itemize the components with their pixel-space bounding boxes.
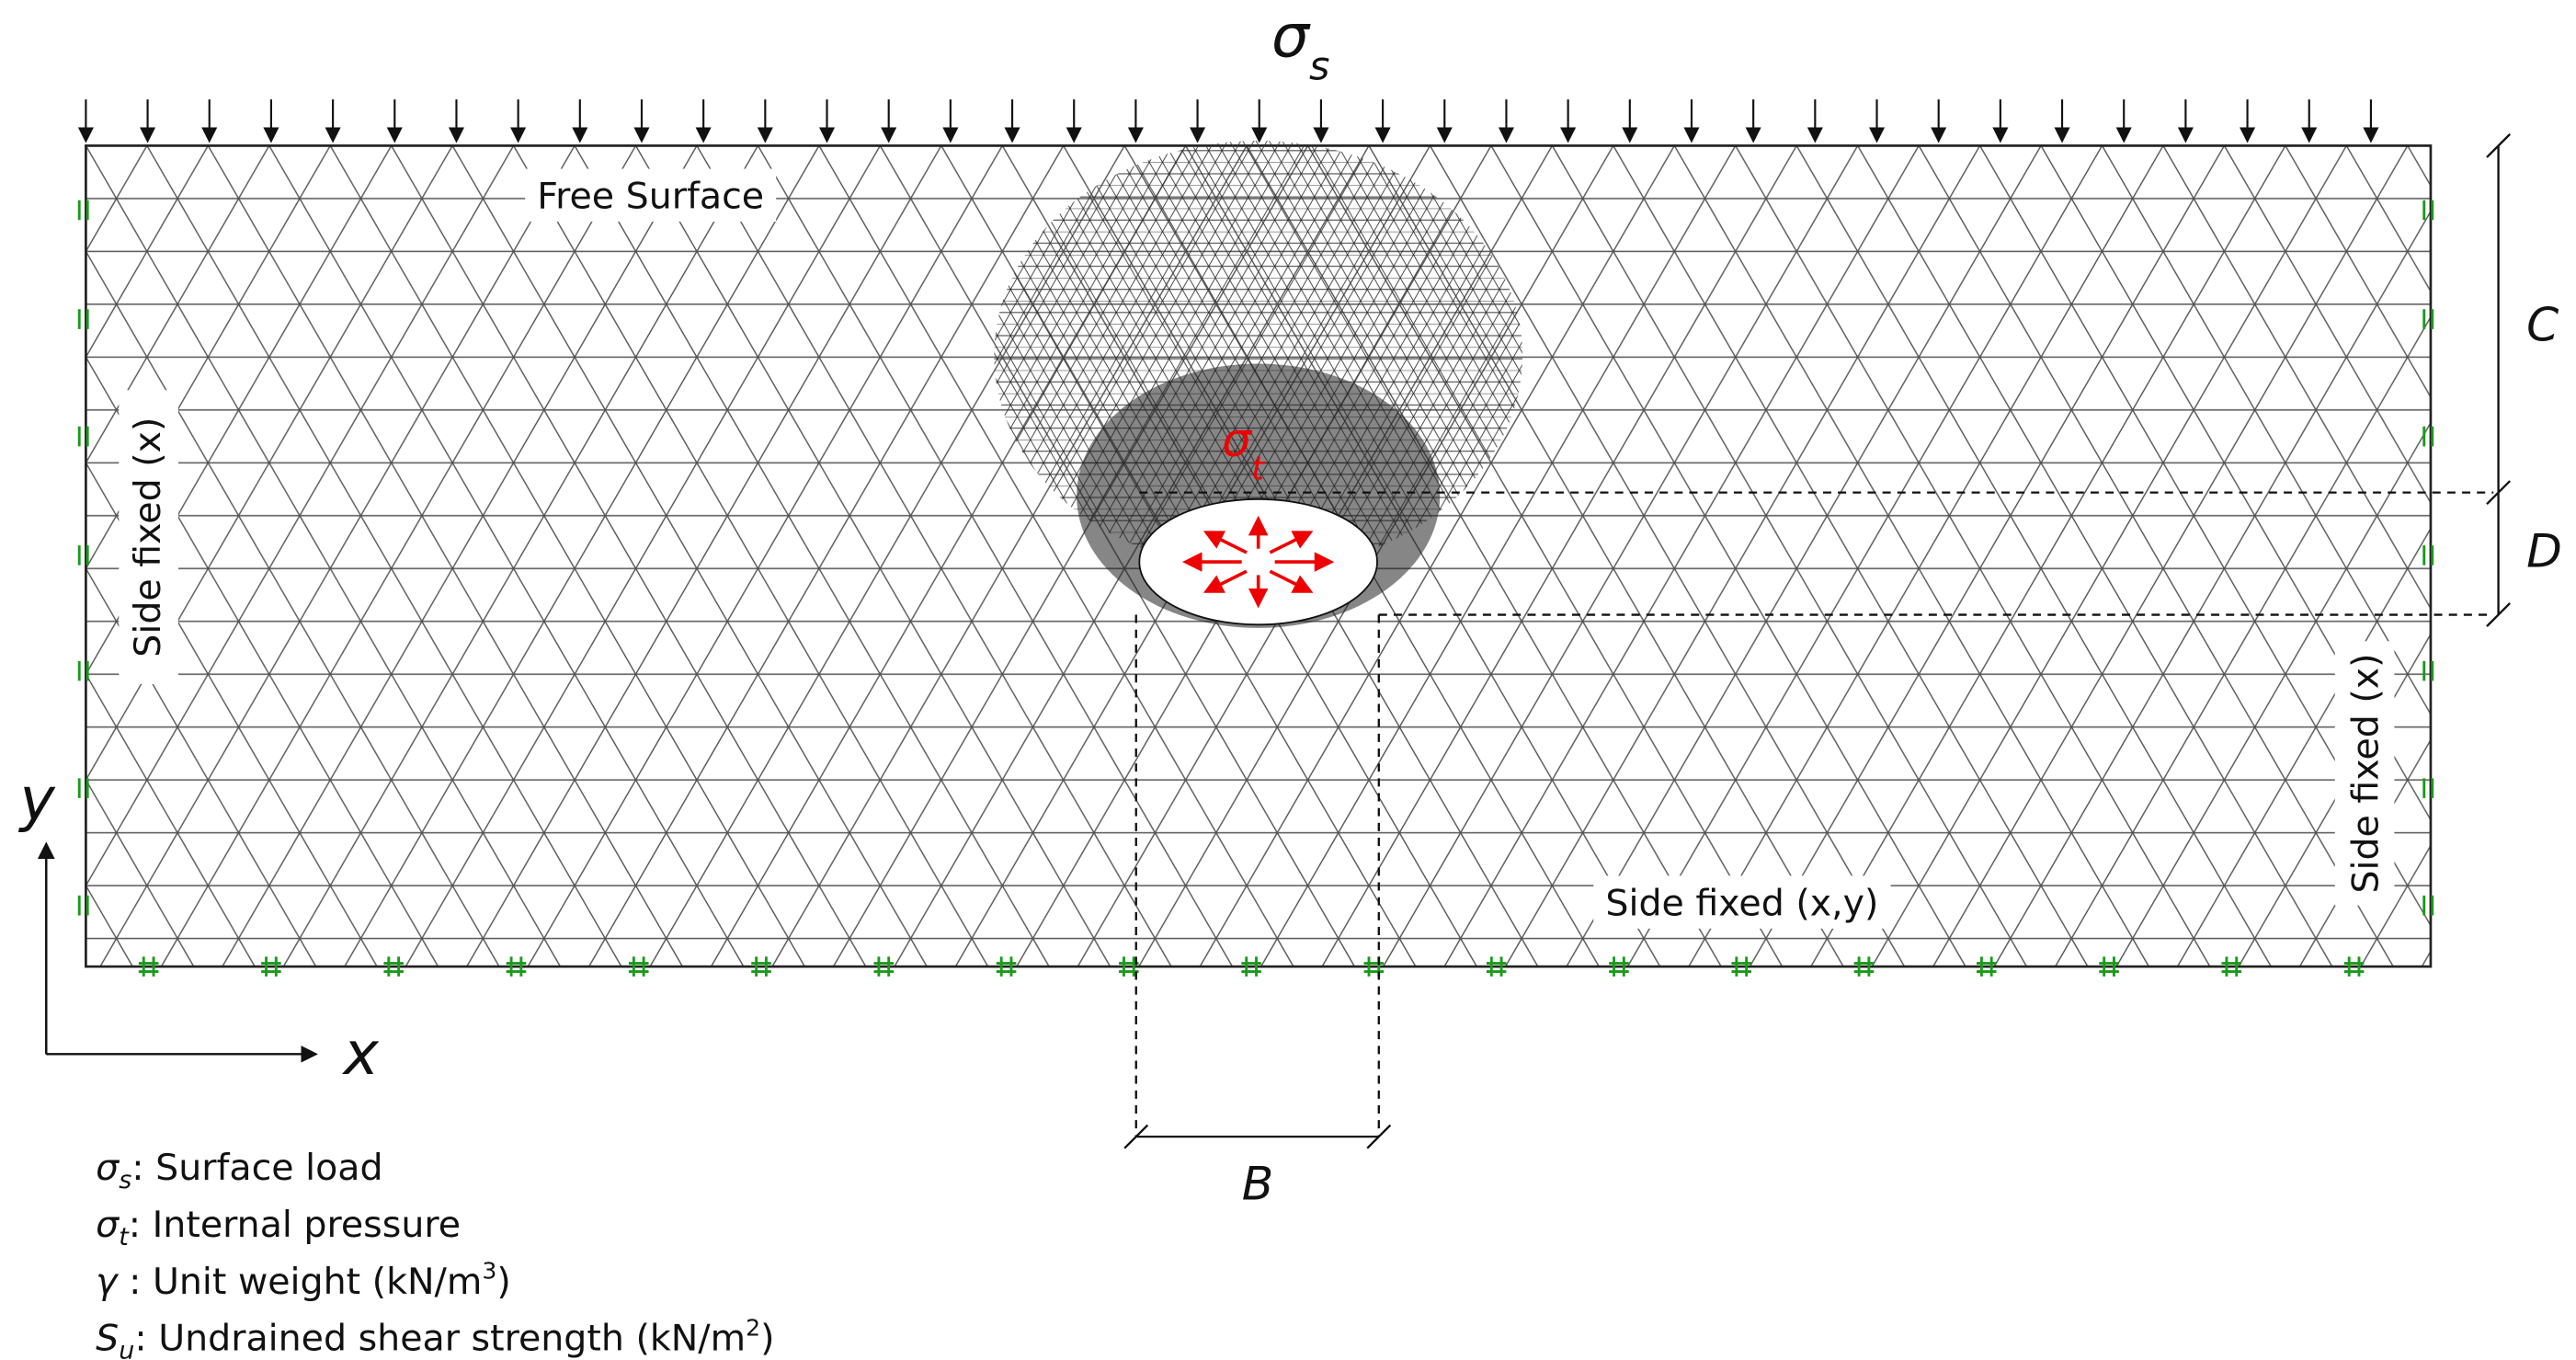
legend-subscript: u — [119, 1337, 134, 1360]
roller-mark — [77, 309, 89, 329]
fixed-mark — [261, 956, 281, 977]
dim-b: B — [1242, 1156, 1274, 1210]
roller-mark — [77, 200, 89, 221]
side-left-label: Side fixed (x) — [127, 417, 169, 657]
dimension-bars — [1123, 133, 2511, 1149]
legend-text-end: ) — [496, 1261, 510, 1303]
roller-mark — [2422, 778, 2434, 798]
roller-mark — [77, 778, 89, 798]
fixed-mark — [506, 956, 527, 977]
legend-text: : Undrained shear strength (kN/m — [134, 1318, 746, 1360]
roller-mark — [2422, 545, 2434, 566]
tunnel-opening — [1138, 497, 1378, 626]
fixed-mark — [1609, 956, 1629, 977]
legend-subscript: t — [119, 1223, 130, 1251]
legend-symbol: σ — [96, 1204, 120, 1246]
fixed-mark — [2221, 956, 2242, 977]
fixed-mark — [2099, 956, 2119, 977]
subscript: s — [1309, 44, 1329, 90]
fixed-mark — [751, 956, 771, 977]
fixed-mark — [383, 956, 404, 977]
fixed-mark — [1853, 956, 1875, 977]
legend-symbol: γ — [96, 1261, 120, 1303]
roller-mark — [77, 545, 89, 566]
roller-mark — [2422, 426, 2434, 447]
surface-load-arrows — [77, 99, 2379, 143]
legend-symbol: S — [96, 1318, 119, 1360]
pressure-arrows — [1182, 515, 1335, 609]
side-right-label: Side fixed (x) — [2344, 653, 2387, 893]
fixed-mark — [1486, 956, 1507, 977]
legend-symbol: σ — [96, 1147, 120, 1189]
fixed-mark — [628, 956, 649, 977]
axis-y-label: y — [18, 765, 56, 834]
fixed-mark — [1976, 956, 1997, 977]
legend-entry: σs: Surface load — [96, 1147, 382, 1194]
pressure-arrow — [1269, 531, 1314, 554]
roller-mark — [77, 895, 89, 916]
legend-subscript: s — [119, 1166, 131, 1194]
surface-load-symbol: σs — [1271, 2, 1329, 89]
dim-d: D — [2526, 523, 2562, 577]
label-bg — [1593, 875, 1891, 929]
roller-mark — [2422, 200, 2434, 221]
legend-entry: Su: Undrained shear strength (kN/m2) — [96, 1315, 774, 1360]
roller-mark — [2422, 660, 2434, 681]
legend-entry: γ : Unit weight (kN/m3) — [96, 1258, 511, 1303]
fixed-mark — [2343, 956, 2365, 977]
pressure-arrow — [1269, 569, 1314, 593]
internal-pressure-symbol: σt — [1222, 413, 1266, 487]
fixed-mark — [1119, 956, 1139, 977]
legend-superscript: 2 — [746, 1315, 760, 1342]
symbol: σ — [1271, 2, 1311, 71]
legend-text: : Internal pressure — [129, 1204, 461, 1246]
roller-mark — [2422, 309, 2434, 329]
roller-mark — [77, 660, 89, 681]
label-bg — [525, 168, 777, 223]
axis-x-label: x — [342, 1020, 380, 1089]
legend-text-end: ) — [760, 1318, 774, 1360]
fixed-mark — [1241, 956, 1261, 977]
pressure-arrow — [1203, 569, 1248, 593]
dimension-lines — [1134, 491, 2494, 1137]
fixed-mark — [873, 956, 895, 977]
fixed-mark — [1731, 956, 1752, 977]
fixed-mark — [138, 956, 159, 977]
subscript: t — [1251, 450, 1266, 487]
legend-text: : Unit weight (kN/m — [118, 1261, 483, 1303]
free-surface-label: Free Surface — [537, 176, 764, 218]
legend-entry: σt: Internal pressure — [96, 1204, 461, 1251]
roller-mark — [77, 426, 89, 447]
pressure-arrow — [1203, 531, 1248, 554]
fixed-mark — [996, 956, 1017, 977]
label-bg — [2334, 641, 2395, 906]
symbol: σ — [1222, 413, 1253, 467]
bottom-label: Side fixed (x,y) — [1605, 882, 1878, 924]
fixed-mark — [1363, 956, 1385, 977]
dim-c: C — [2526, 297, 2559, 351]
roller-mark — [2422, 895, 2434, 916]
boundary-markers — [77, 200, 2434, 977]
label-bg — [119, 390, 178, 684]
legend-text: : Surface load — [131, 1147, 382, 1189]
legend-superscript: 3 — [482, 1258, 496, 1285]
